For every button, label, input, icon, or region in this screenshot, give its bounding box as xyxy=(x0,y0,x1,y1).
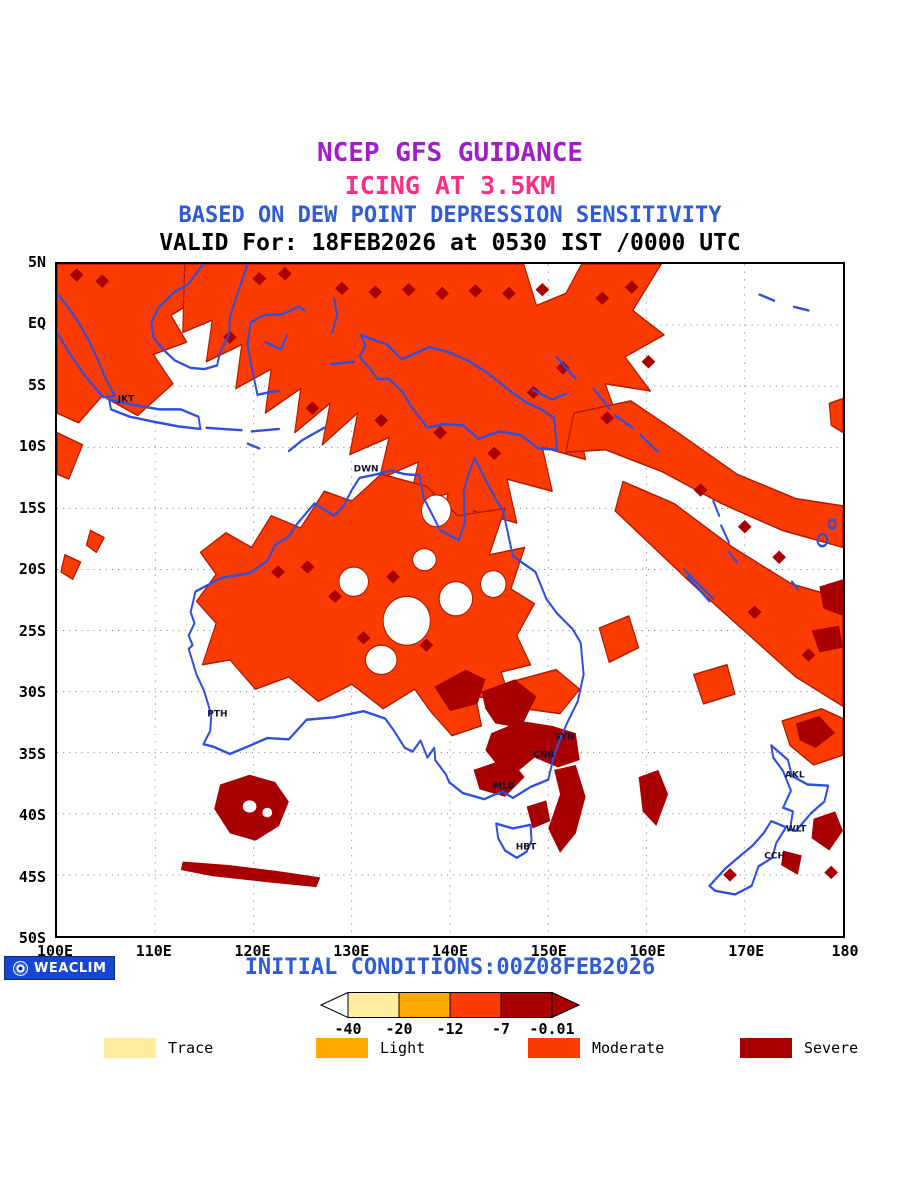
lat-tick-label: 25S xyxy=(18,621,46,640)
lat-tick-label: 5N xyxy=(27,253,46,271)
scale-tick-label: -20 xyxy=(385,1020,413,1038)
scale-tick-label: -0.01 xyxy=(529,1020,575,1038)
scale-tick-label: -40 xyxy=(334,1020,362,1038)
city-label-cch: CCH xyxy=(764,851,786,862)
legend-swatch-severe xyxy=(740,1038,792,1058)
city-label-hbt: HBT xyxy=(515,842,537,853)
city-label-jkt: JKT xyxy=(117,394,135,405)
borneo-coast xyxy=(150,264,249,371)
java-coast xyxy=(108,398,202,431)
legend-item-severe: Severe xyxy=(740,1038,900,1058)
lon-tick-label: 170E xyxy=(728,942,765,960)
legend: Trace Light Moderate Severe xyxy=(104,1038,900,1058)
legend-swatch-moderate xyxy=(528,1038,580,1058)
lon-tick-label: 150E xyxy=(530,942,567,960)
lat-tick-label: 35S xyxy=(18,744,46,763)
map-svg xyxy=(57,264,843,936)
lon-tick-label: 180 xyxy=(831,942,859,960)
product-title: NCEP GFS GUIDANCE xyxy=(316,138,584,168)
lat-tick-label: 30S xyxy=(18,683,46,702)
lon-tick-label: 100E xyxy=(36,942,74,960)
chart-title: ICING AT 3.5KM xyxy=(344,170,556,200)
maluku-coast xyxy=(330,296,355,366)
map-plot: JKT DWN PTH SYN CNB MLB HBT AKL WLT CCH xyxy=(55,262,845,938)
legend-label: Severe xyxy=(804,1039,859,1057)
legend-label: Light xyxy=(380,1039,426,1057)
legend-item-moderate: Moderate xyxy=(528,1038,740,1058)
new-guinea-coast xyxy=(358,333,559,451)
new-caledonia-coast xyxy=(682,568,715,603)
clear-area-holes xyxy=(338,494,507,676)
scale-seg-severe xyxy=(500,992,553,1018)
lat-tick-label: 5S xyxy=(27,375,46,394)
weaclim-logo: WEACLIM xyxy=(4,956,116,980)
sulawesi-coast xyxy=(246,305,306,396)
colorbar xyxy=(319,991,581,1019)
legend-label: Moderate xyxy=(592,1039,665,1057)
scale-right-arrow xyxy=(551,991,581,1019)
valid-time-label: VALID For: 18FEB2026 at 0530 IST /0000 U… xyxy=(159,230,741,257)
scale-ticks: -40 -20 -12 -7 -0.01 xyxy=(320,1020,580,1038)
city-label-pth: PTH xyxy=(207,709,228,720)
scale-left-arrow xyxy=(319,991,349,1019)
tasmania-coast xyxy=(495,822,533,860)
map-overlay: JKT DWN PTH SYN CNB MLB HBT AKL WLT CCH xyxy=(57,264,843,936)
chart-subtitle: BASED ON DEW POINT DEPRESSION SENSITIVIT… xyxy=(178,203,722,229)
lon-tick-label: 140E xyxy=(431,942,469,960)
sumatra-coast xyxy=(57,294,116,399)
lat-tick-label: 45S xyxy=(18,867,46,886)
legend-swatch-trace xyxy=(104,1038,156,1058)
lesser-sunda-coast xyxy=(205,426,326,453)
lon-tick-label: 120E xyxy=(234,942,271,960)
legend-item-trace: Trace xyxy=(104,1038,316,1058)
lat-tick-label: 40S xyxy=(18,806,46,825)
bismarck-solomons-coast xyxy=(531,293,810,454)
legend-label: Trace xyxy=(168,1039,214,1057)
scale-seg-moderate xyxy=(449,992,502,1018)
nz-south-island-coast xyxy=(708,819,787,896)
vanuatu-coast xyxy=(712,499,799,591)
legend-item-light: Light xyxy=(316,1038,528,1058)
weaclim-logo-text: WEACLIM xyxy=(34,960,107,976)
legend-swatch-light xyxy=(316,1038,368,1058)
city-label-akl: AKL xyxy=(784,770,805,781)
fiji-coast xyxy=(816,532,829,548)
scale-tick-label: -12 xyxy=(436,1020,464,1038)
color-scale-svg xyxy=(319,991,581,1019)
lat-axis: 5N EQ 5S 10S 15S 20S 25S 30S 35S 40S 45S 50S xyxy=(0,253,50,947)
lon-axis: 100E 110E 120E 130E 140E 150E 160E 170E 180 xyxy=(37,942,859,962)
lat-tick-label: EQ xyxy=(27,314,46,333)
lat-tick-label: 50S xyxy=(18,929,46,947)
weaclim-disc-icon xyxy=(13,960,28,976)
city-label-wlt: WLT xyxy=(785,824,807,835)
australia-coast xyxy=(187,457,585,801)
scale-tick-label: -7 xyxy=(491,1020,511,1038)
city-label-syn: SYN xyxy=(554,732,575,743)
scale-seg-light xyxy=(398,992,451,1018)
chart-header: NCEP GFS GUIDANCE ICING AT 3.5KM BASED O… xyxy=(0,138,900,257)
city-label-cnb: CNB xyxy=(533,750,555,761)
lon-tick-label: 110E xyxy=(135,942,172,960)
scale-seg-trace xyxy=(347,992,400,1018)
severe-icing-regions xyxy=(69,267,843,888)
lon-tick-label: 130E xyxy=(333,942,370,960)
lat-tick-label: 15S xyxy=(18,498,46,517)
lon-tick-label: 160E xyxy=(629,942,666,960)
fiji-coast-2 xyxy=(827,518,837,530)
initial-conditions-label: INITIAL CONDITIONS:00Z08FEB2026 xyxy=(244,955,656,980)
city-label-dwn: DWN xyxy=(353,464,379,475)
nz-north-island-coast xyxy=(770,744,830,833)
lat-tick-label: 20S xyxy=(18,560,46,579)
coastlines xyxy=(57,264,837,896)
city-label-mlb: MLB xyxy=(493,781,515,792)
lat-tick-label: 10S xyxy=(18,437,46,456)
